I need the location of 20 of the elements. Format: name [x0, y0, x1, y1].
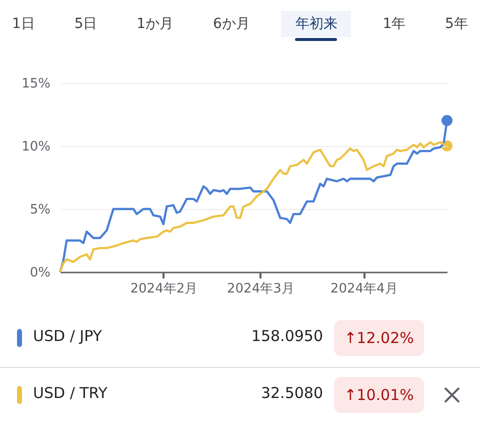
legend-label: USD / JPY: [33, 327, 102, 345]
y-tick-label: 5%: [30, 202, 50, 218]
text: 158.0950: [251, 327, 323, 345]
x-tick-label: 2024年3月: [226, 282, 294, 296]
text: 1年: [382, 15, 407, 34]
text: 年初来: [281, 11, 352, 37]
text: 5日: [73, 15, 98, 34]
y-tick-label: 10%: [22, 140, 50, 154]
text: 32.5080: [260, 384, 323, 402]
text: ↑10.01%: [334, 377, 424, 413]
text: 6か月: [212, 15, 251, 34]
x-tick-label: 2024年2月: [130, 282, 198, 296]
text: ↑12.02%: [334, 320, 424, 356]
text: 1日: [11, 15, 36, 34]
y-tick-label: 0%: [30, 266, 50, 280]
text: 1か月: [136, 15, 175, 34]
text: 5年: [444, 15, 469, 34]
x-tick-label: 2024年4月: [330, 282, 398, 296]
y-tick-label: 15%: [22, 76, 50, 92]
legend-label: USD / TRY: [33, 384, 108, 402]
